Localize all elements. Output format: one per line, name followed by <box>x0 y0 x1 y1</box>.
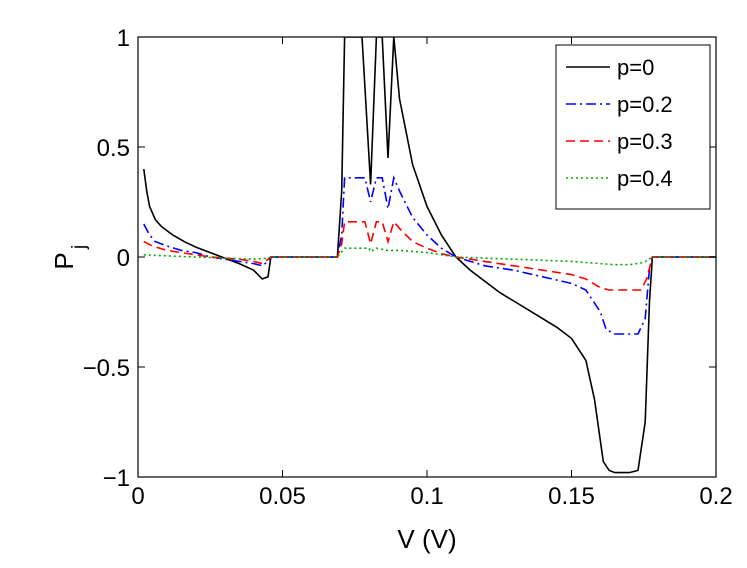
legend-label-2: p=0.3 <box>617 129 673 154</box>
x-tick-label: 0.1 <box>410 483 443 510</box>
y-tick-label: 0.5 <box>97 135 130 162</box>
legend-label-3: p=0.4 <box>617 166 673 191</box>
series-line-0 <box>143 37 716 474</box>
x-tick-label: 0 <box>131 483 144 510</box>
series-line-3 <box>143 247 716 266</box>
y-axis-label-main: P <box>49 252 79 269</box>
tick-labels: 0 0.05 0.1 0.15 0.2 −1 −0.5 0 0.5 1 <box>83 25 733 510</box>
series-group <box>143 37 716 474</box>
series-line-1 <box>143 175 716 335</box>
x-axis-label: V (V) <box>397 524 456 554</box>
x-tick-label: 0.05 <box>259 483 306 510</box>
legend: p=0 p=0.2 p=0.3 p=0.4 <box>555 44 711 210</box>
x-tick-label: 0.15 <box>548 483 595 510</box>
y-tick-label: −0.5 <box>83 355 130 382</box>
y-tick-label: 0 <box>117 245 130 272</box>
y-axis-label: P j <box>49 245 90 270</box>
legend-label-1: p=0.2 <box>617 92 673 117</box>
ticks-group <box>137 36 717 478</box>
y-tick-label: −1 <box>103 465 130 492</box>
y-axis-label-sub: j <box>69 245 90 250</box>
x-tick-label: 0.2 <box>699 483 732 510</box>
y-tick-label: 1 <box>117 25 130 52</box>
series-line-2 <box>143 220 716 291</box>
legend-label-0: p=0 <box>617 55 654 80</box>
legend-box <box>555 44 711 210</box>
